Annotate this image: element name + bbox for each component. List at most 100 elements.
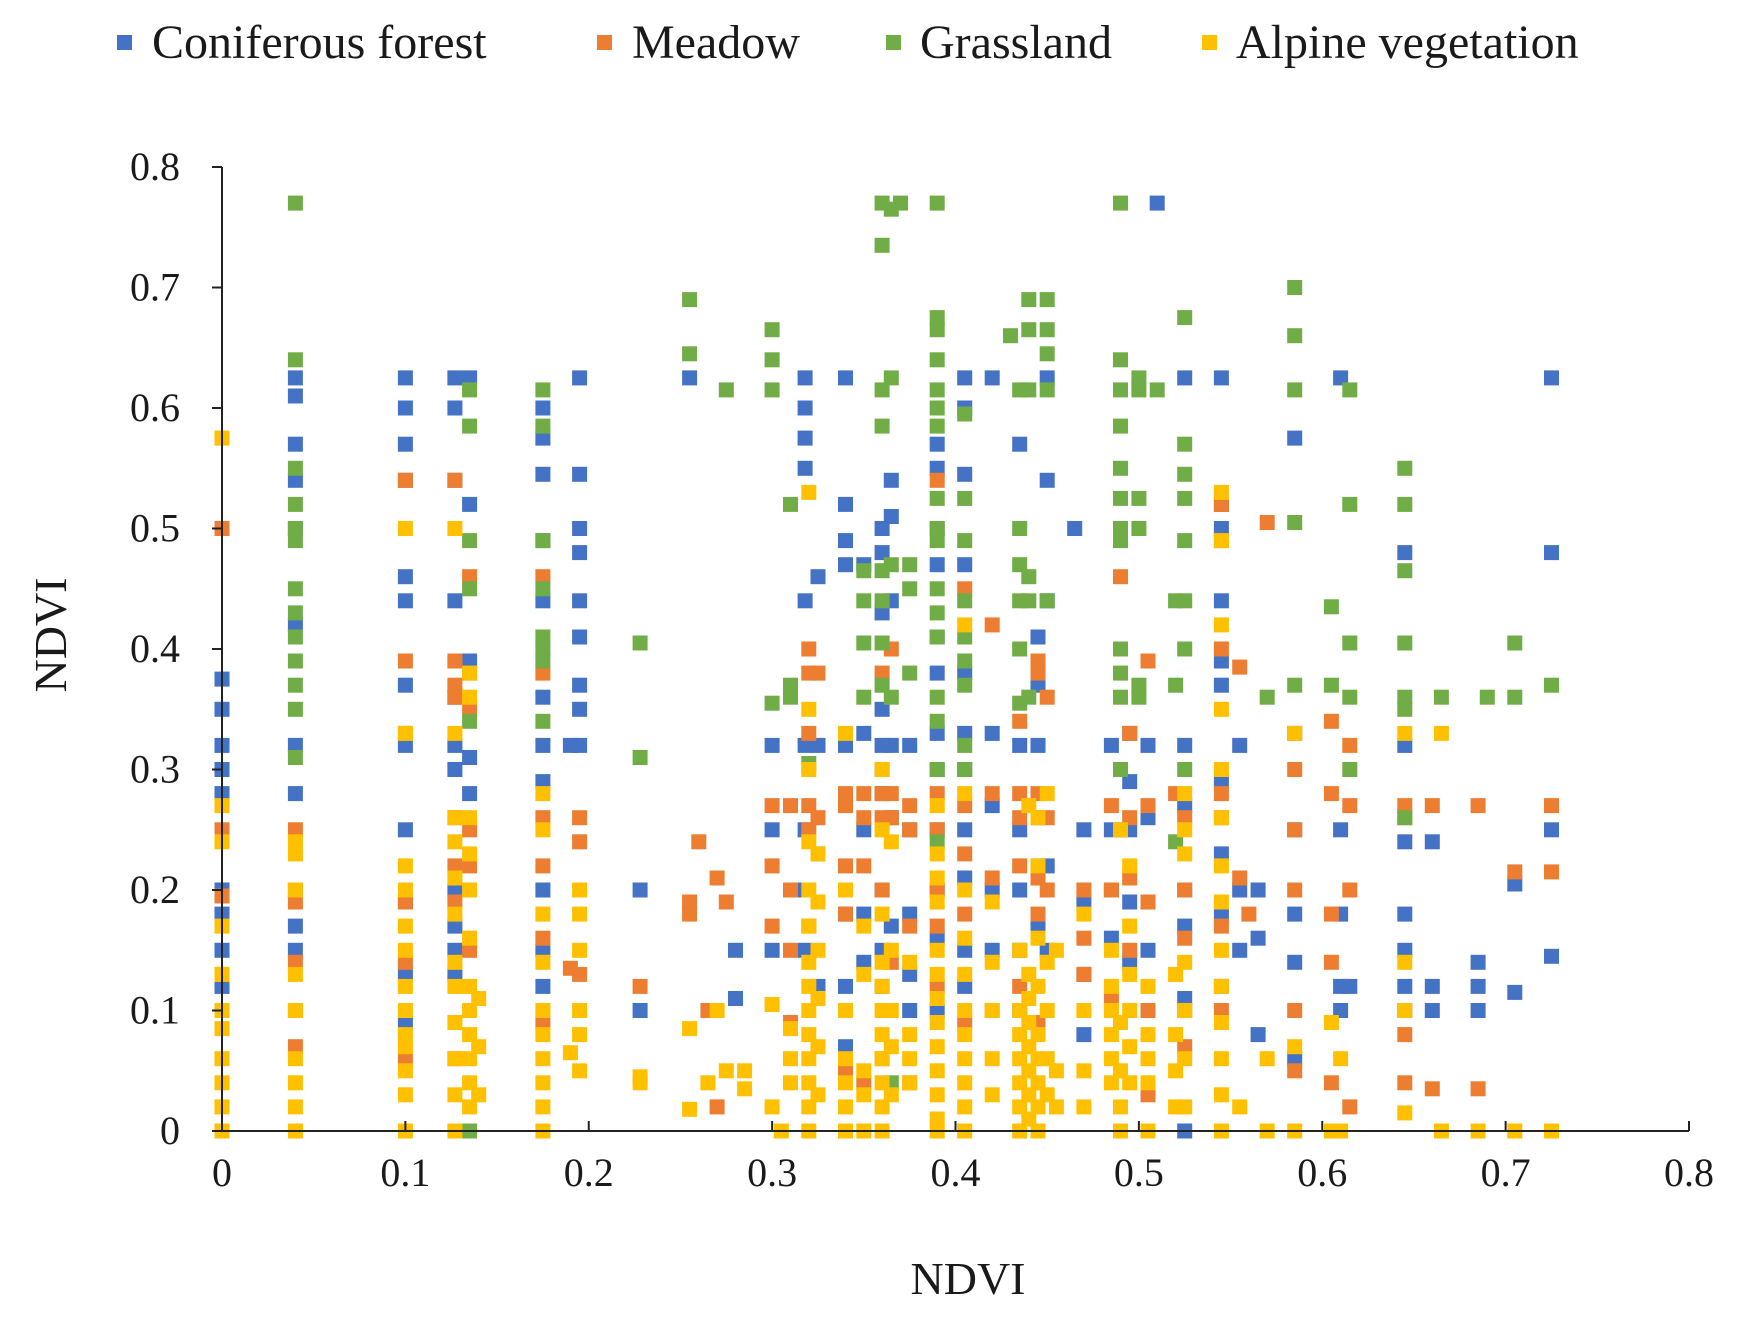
data-point-coniferous-forest (957, 870, 973, 886)
data-point-coniferous-forest (1397, 978, 1413, 994)
data-point-grassland (957, 737, 973, 753)
data-point-alpine-vegetation (801, 1027, 817, 1043)
data-point-meadow (1076, 882, 1092, 898)
data-point-alpine-vegetation (572, 906, 588, 922)
data-point-coniferous-forest (1424, 978, 1440, 994)
data-point-grassland (1131, 521, 1147, 536)
data-point-coniferous-forest (902, 737, 918, 753)
data-point-coniferous-forest (447, 593, 463, 609)
data-point-alpine-vegetation (810, 1039, 826, 1055)
data-point-meadow (682, 894, 698, 910)
data-point-alpine-vegetation (1103, 942, 1119, 958)
data-point-coniferous-forest (874, 545, 890, 561)
data-point-coniferous-forest (462, 370, 478, 386)
data-point-grassland (929, 352, 945, 368)
data-point-coniferous-forest (764, 942, 780, 958)
data-point-alpine-vegetation (447, 978, 463, 994)
data-point-coniferous-forest (728, 991, 743, 1006)
data-point-grassland (1113, 665, 1128, 681)
data-point-alpine-vegetation (984, 1087, 1000, 1103)
data-point-alpine-vegetation (462, 1003, 478, 1018)
data-point-coniferous-forest (797, 942, 813, 958)
legend-label-grassland: Grassland (920, 16, 1112, 69)
data-point-meadow (783, 882, 798, 898)
data-point-meadow (810, 665, 826, 681)
data-point-coniferous-forest (1287, 1051, 1303, 1067)
data-point-coniferous-forest (810, 737, 826, 753)
data-point-alpine-vegetation (1213, 1015, 1229, 1030)
data-point-alpine-vegetation (632, 1075, 648, 1091)
data-point-grassland (929, 490, 945, 506)
data-point-grassland (462, 581, 478, 597)
data-point-alpine-vegetation (984, 894, 1000, 910)
data-point-coniferous-forest (883, 918, 899, 934)
data-point-meadow (1323, 786, 1339, 802)
chart-legend: Coniferous forest Meadow Grassland Alpin… (117, 16, 1579, 69)
data-point-alpine-vegetation (397, 1039, 413, 1055)
data-point-alpine-vegetation (682, 1101, 698, 1117)
data-point-coniferous-forest (535, 737, 551, 753)
data-point-coniferous-forest (797, 593, 813, 609)
data-point-coniferous-forest (1140, 810, 1156, 826)
data-point-coniferous-forest (1333, 1003, 1349, 1018)
data-point-meadow (984, 786, 1000, 802)
data-point-grassland (1177, 762, 1193, 777)
data-point-meadow (1113, 569, 1128, 585)
data-point-alpine-vegetation (1030, 1027, 1046, 1043)
data-point-alpine-vegetation (287, 1099, 303, 1115)
data-point-alpine-vegetation (737, 1081, 753, 1097)
data-point-coniferous-forest (572, 701, 588, 717)
data-point-alpine-vegetation (838, 725, 853, 741)
data-point-coniferous-forest (1213, 677, 1229, 693)
data-point-coniferous-forest (562, 737, 578, 753)
data-point-meadow (764, 918, 780, 934)
data-point-coniferous-forest (1122, 954, 1138, 970)
data-point-meadow (1424, 798, 1440, 814)
data-point-coniferous-forest (1067, 521, 1083, 536)
data-point-meadow (1030, 653, 1046, 669)
data-point-meadow (1287, 1003, 1303, 1018)
data-point-meadow (856, 858, 872, 874)
data-point-meadow (838, 786, 853, 802)
data-point-coniferous-forest (1397, 834, 1413, 850)
data-point-alpine-vegetation (1030, 930, 1046, 946)
data-point-grassland (1113, 418, 1128, 434)
data-point-alpine-vegetation (1076, 1063, 1092, 1079)
data-point-grassland (1287, 515, 1303, 530)
data-point-alpine-vegetation (462, 1051, 478, 1067)
data-point-meadow (572, 834, 588, 850)
data-point-grassland (1113, 641, 1128, 657)
data-point-alpine-vegetation (462, 1075, 478, 1091)
data-point-grassland (957, 677, 973, 693)
data-point-coniferous-forest (856, 725, 872, 741)
data-point-alpine-vegetation (1213, 533, 1229, 549)
data-point-alpine-vegetation (535, 1051, 551, 1067)
data-point-grassland (1177, 490, 1193, 506)
data-point-coniferous-forest (1287, 954, 1303, 970)
data-point-meadow (810, 810, 826, 826)
data-point-meadow (801, 641, 817, 657)
data-point-coniferous-forest (1140, 942, 1156, 958)
data-point-coniferous-forest (447, 370, 463, 386)
data-point-meadow (929, 918, 945, 934)
data-point-meadow (447, 653, 463, 669)
data-point-grassland (957, 762, 973, 777)
data-point-alpine-vegetation (287, 1003, 303, 1018)
data-point-meadow (1342, 1099, 1358, 1115)
data-point-coniferous-forest (1039, 370, 1055, 386)
data-point-meadow (902, 918, 918, 934)
data-point-grassland (883, 557, 899, 573)
data-point-coniferous-forest (1250, 930, 1266, 946)
data-point-alpine-vegetation (929, 1039, 945, 1055)
data-point-coniferous-forest (1232, 737, 1248, 753)
data-point-grassland (929, 713, 945, 729)
data-point-meadow (1287, 822, 1303, 838)
data-point-alpine-vegetation (535, 1099, 551, 1115)
data-point-grassland (957, 593, 973, 609)
data-point-grassland (287, 496, 303, 512)
data-point-grassland (1113, 382, 1128, 398)
data-point-coniferous-forest (728, 942, 743, 958)
data-point-coniferous-forest (572, 521, 588, 536)
x-axis-ticks: 0 0.1 0.2 0.3 0.4 0.5 0.6 0.7 0.8 (212, 1121, 1714, 1195)
x-tick-label: 0.5 (1114, 1150, 1164, 1195)
